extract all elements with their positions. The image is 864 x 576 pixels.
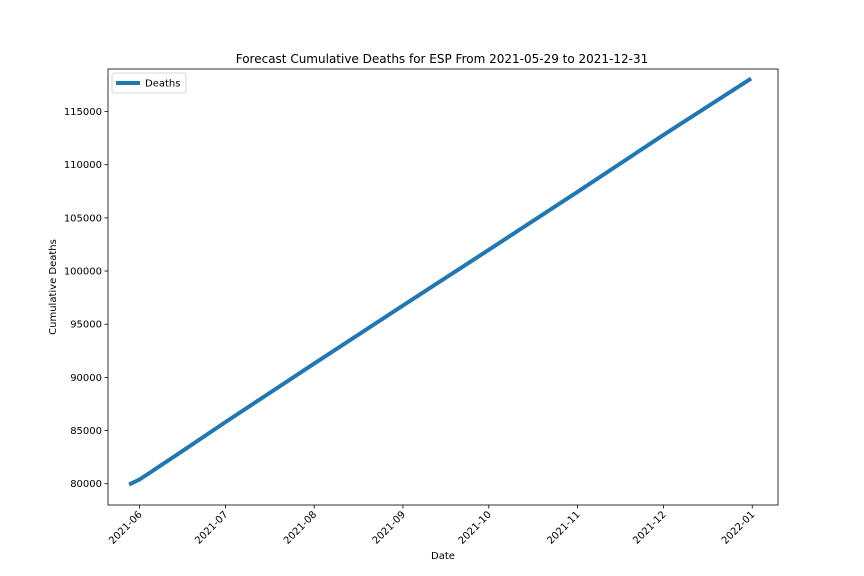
y-tick-label: 85000 xyxy=(70,426,102,437)
chart-title: Forecast Cumulative Deaths for ESP From … xyxy=(236,52,649,66)
legend-label-deaths: Deaths xyxy=(145,79,180,90)
y-tick-label: 95000 xyxy=(70,320,102,331)
legend-box xyxy=(111,72,187,94)
x-axis-label: Date xyxy=(431,551,455,562)
y-axis-label: Cumulative Deaths xyxy=(48,239,59,335)
y-tick-label: 80000 xyxy=(70,479,102,490)
plot-area xyxy=(128,76,753,487)
plot-frame xyxy=(107,68,779,506)
y-tick-label: 100000 xyxy=(64,267,102,278)
y-tick-label: 105000 xyxy=(64,213,102,224)
y-tick-label: 110000 xyxy=(64,160,102,171)
series-line-deaths xyxy=(128,76,753,487)
y-axis: 80000 85000 90000 95000 100000 105000 110000 11… xyxy=(64,107,108,490)
y-tick-label: 90000 xyxy=(70,373,102,384)
legend: Deaths xyxy=(111,72,187,94)
y-tick-label: 115000 xyxy=(64,107,102,118)
